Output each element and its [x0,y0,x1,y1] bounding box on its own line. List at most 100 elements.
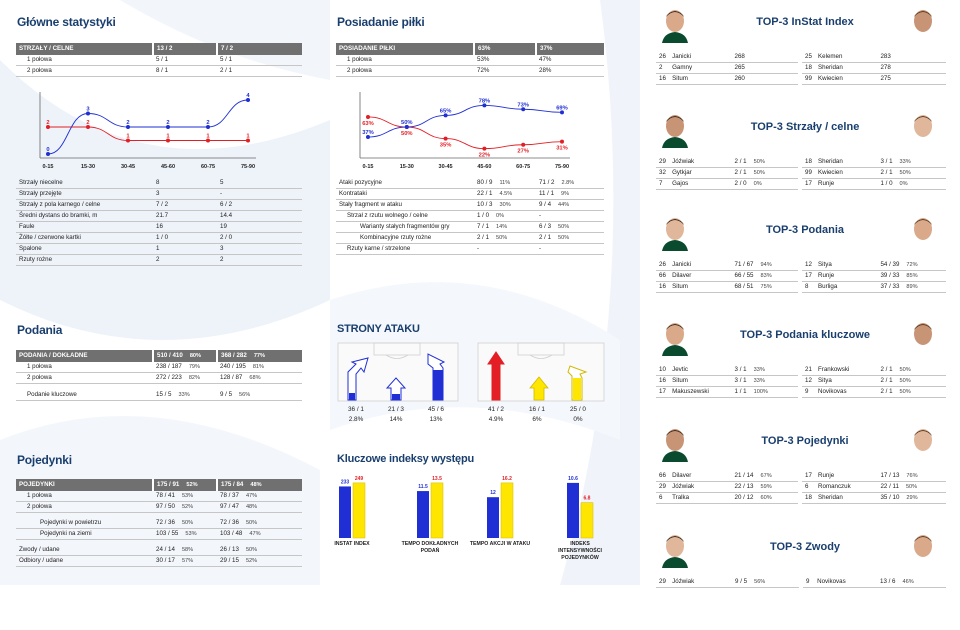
x-tick-label: 75-90 [555,164,569,170]
table-row: Strzały przejęte 3- [16,188,302,200]
player-photo-right [908,215,938,251]
attack-side-value: 21 / 3 14% [388,406,404,423]
red-series-point [560,139,564,144]
table-row: 2 połowa 97 / 50 52% 97 / 47 48% [16,501,302,513]
table-row: Warianty stałych fragmentów gry 7 / 1 14% 6… [336,221,604,233]
index-bar-team-a [567,482,579,538]
index-label: TEMPO DOKŁADNYCH PODAŃ [401,541,459,554]
table-header-row: POSIADANIE PIŁKI 63% 37% [336,43,604,55]
player-photo-left [660,7,690,43]
possession-title: Posiadanie piłki [337,15,425,29]
main-stats-title: Główne statystyki [17,15,116,29]
index-value-a: 11.5 [418,484,428,490]
player-photo-left [660,215,690,251]
passes-section: Podania [17,323,62,337]
player-photo-right [908,320,938,356]
attack-side-value: 16 / 1 6% [529,406,545,423]
possession-section: Posiadanie piłki [337,15,425,29]
blue-series-point [521,107,526,112]
main-stats-section: Główne statystyki [17,15,317,29]
attack-side-value: 41 / 2 4.9% [488,406,504,423]
top3-title: TOP-3 Podania kluczowe [740,329,870,341]
top3-table: 29 Jóźwiak 2 / 1 50% 18 Sheridan 3 / 1 33% 32 Gyt… [656,156,946,190]
red-series-data-label: 27% [517,149,529,155]
table-row: 66 Dilaver 66 / 55 83% 17 Runje 39 / 33 85% [656,270,946,282]
top3-block: TOP-3 Zwody 29 Jóźwiak 9 / 5 56% 9 Novikovas 13… [650,530,950,630]
table-row: 6 Tralka 20 / 12 60% 18 Sheridan 35 / 10 29% [656,492,946,504]
red-series-data-label: 1 [206,134,210,140]
player-photo-right [908,426,938,462]
index-label: INDEKS INTENSYWNOŚCI POJEDYNKÓW [558,541,602,561]
blue-series-line [47,99,249,155]
arrow-right-flank-yellow [567,365,588,401]
table-row: Strzał z rzutu wolnego / celne 1 / 0 0% - [336,210,604,222]
blue-series-point [482,103,487,108]
blue-series-point [246,98,250,102]
player-photo-left [660,532,690,568]
red-series-data-label: 63% [362,121,374,127]
blue-series-point [206,125,210,129]
table-row: 16 Situm 3 / 1 33% 12 Sitya 2 / 1 50% [656,375,946,387]
top3-block: TOP-3 Podania kluczowe 10 Jevtic 3 / 1 33% 21… [650,318,950,418]
x-tick-label: 15-30 [81,164,95,170]
table-row: Odbiory / udane 30 / 17 57% 29 / 15 52% [16,555,302,567]
table-row: 16 Situm 260 99 Kwiecien 275 [656,73,946,85]
red-series-point [443,136,448,141]
red-series-data-label: 35% [440,143,452,149]
table-row: 2 połowa 72% 28% [336,65,604,77]
red-series-data-label: 50% [401,131,413,137]
table-row: 29 Jóźwiak 22 / 13 59% 6 Romanczuk 22 / 11 50% [656,481,946,493]
header-team-b: 7 / 2 [216,43,302,55]
table-row: 26 Janicki 268 25 Kelemen 283 [656,51,946,63]
top3-table: 10 Jevtic 3 / 1 33% 21 Frankowski 2 / 1 50% 16 Si… [656,364,946,398]
x-tick-label: 60-75 [516,164,530,170]
x-tick-label: 0-15 [42,164,53,170]
table-row: 29 Jóźwiak 9 / 5 56% 9 Novikovas 13 / 6 46% [656,576,946,588]
blue-series-data-label: 73% [517,102,529,108]
red-series-data-label: 1 [246,134,250,140]
table-row: Średni dystans do bramki, m 21.7 14.4 [16,210,302,222]
top3-title: TOP-3 Podania [765,224,845,236]
table-row: Faule 16 19 [16,221,302,233]
blue-series-point [404,125,409,129]
table-row: Spalone 1 3 [16,243,302,255]
shots-timeline-chart: 0-15 15-30 30-45 45-60 60-75 75-90 2 2 1 1 1 1 0 3 2 2 2… [39,92,256,170]
table-header-row: STRZAŁY / CELNE 13 / 2 7 / 2 [16,43,302,55]
index-value-a: 233 [341,479,350,485]
index-bar-team-b [352,482,366,539]
index-value-b: 16.2 [502,476,512,482]
red-series-data-label: 1 [166,134,170,140]
table-row: Kontrataki 22 / 1 4.5% 11 / 1 9% [336,188,604,200]
index-bar-team-a [339,486,351,538]
red-series-data-label: 31% [556,146,568,152]
index-label: INSTAT INDEX [334,541,370,547]
blue-series-point [86,111,90,116]
red-series-point [86,125,90,129]
x-tick-label: 15-30 [400,164,414,170]
red-series-line [48,126,248,141]
top3-block: TOP-3 Podania 26 Janicki 71 / 67 94% 12 Sitya 5… [650,213,950,313]
table-row: 66 Dilaver 21 / 14 67% 17 Runje 17 / 13 76% [656,470,946,482]
red-series-point [206,138,210,143]
top3-block: TOP-3 Pojedynki 66 Dilaver 21 / 14 67% 17 Runj… [650,424,950,524]
key-indexes-labels: INSTAT INDEX TEMPO DOKŁADNYCH PODAŃ TEMPO … [330,541,620,571]
duels-table: POJEDYNKI 175 / 91 52% 175 / 84 48% 1 poło… [16,479,302,567]
table-header-row: POJEDYNKI 175 / 91 52% 175 / 84 48% [16,479,302,491]
red-series-data-label: 22% [479,153,491,159]
index-value-b: 13.5 [432,476,442,482]
table-row: 7 Gajos 2 / 0 0% 17 Runje 1 / 0 0% [656,178,946,190]
attack-side-value: 36 / 1 2.8% [348,406,364,423]
table-row: 1 połowa 238 / 187 79% 240 / 195 81% [16,361,302,373]
blue-series-data-label: 78% [479,98,491,104]
possession-timeline-chart: 0-15 15-30 30-45 45-60 60-75 75-90 63% 50% 35% 22… [359,92,570,170]
blue-series-point [366,135,370,140]
header-label: STRZAŁY / CELNE [16,43,153,55]
x-tick-label: 0-15 [362,164,373,170]
index-bar-team-b [580,502,594,539]
x-tick-label: 30-45 [439,164,453,170]
table-row: 1 połowa 78 / 41 53% 78 / 37 47% [16,490,302,502]
